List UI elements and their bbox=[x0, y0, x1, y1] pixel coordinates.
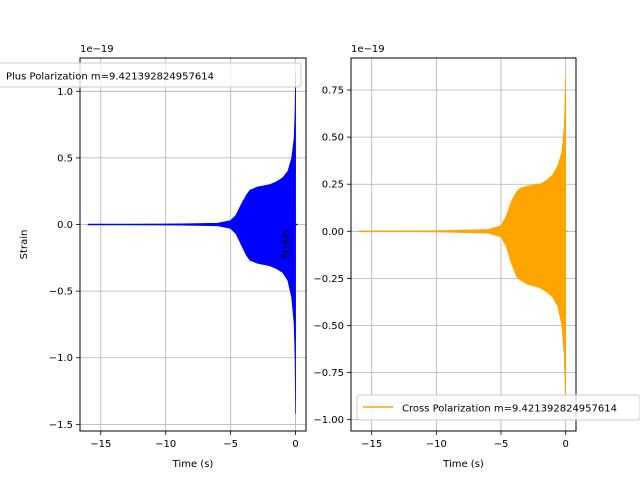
right-y-tick-label: 0.50 bbox=[322, 133, 344, 144]
left-subplot: −15 −10 −5 0 1.0 0.5 0.0 −0.5 −1.0 −1.5 Time (s)… bbox=[0, 44, 307, 470]
right-x-tick-label: −15 bbox=[361, 439, 382, 450]
left-x-ticks: −15 −10 −5 0 bbox=[90, 431, 299, 450]
left-y-tick-label: −1.0 bbox=[49, 353, 73, 364]
left-x-tick-label: −10 bbox=[155, 439, 176, 450]
right-y-tick-label: −0.50 bbox=[313, 321, 344, 332]
left-x-tick-label: 0 bbox=[292, 439, 298, 450]
left-x-tick-label: −15 bbox=[90, 439, 111, 450]
right-subplot: −15 −10 −5 0 0.75 0.50 0.25 0.00 −0.25 −0.50 −0.7… bbox=[281, 44, 640, 470]
left-y-tick-label: 0.5 bbox=[57, 153, 73, 164]
left-offset-label: 1e−19 bbox=[80, 44, 114, 55]
left-y-ticks: 1.0 0.5 0.0 −0.5 −1.0 −1.5 bbox=[49, 87, 80, 431]
left-data bbox=[87, 71, 298, 414]
left-legend: Plus Polarization m=9.421392824957614 bbox=[0, 62, 302, 88]
left-x-tick-label: −5 bbox=[223, 439, 238, 450]
left-legend-box bbox=[0, 62, 302, 88]
right-waveform-envelope bbox=[358, 74, 566, 411]
right-y-tick-label: 0.00 bbox=[322, 227, 344, 238]
right-y-tick-label: −0.25 bbox=[313, 274, 344, 285]
right-y-ticks: 0.75 0.50 0.25 0.00 −0.25 −0.50 −0.75 −1.00 bbox=[313, 86, 351, 426]
left-y-tick-label: −0.5 bbox=[49, 287, 73, 298]
right-y-tick-label: 0.25 bbox=[322, 180, 344, 191]
right-offset-label: 1e−19 bbox=[351, 44, 385, 55]
right-legend-label: Cross Polarization m=9.421392824957614 bbox=[402, 404, 617, 415]
right-axes-frame bbox=[350, 57, 577, 432]
right-legend: Cross Polarization m=9.421392824957614 bbox=[356, 394, 640, 421]
right-y-tick-label: 0.75 bbox=[322, 86, 344, 97]
right-x-tick-label: −5 bbox=[494, 439, 509, 450]
right-y-tick-label: −0.75 bbox=[313, 368, 344, 379]
left-waveform-envelope bbox=[87, 71, 296, 414]
left-y-tick-label: −1.5 bbox=[49, 420, 73, 431]
right-y-tick-label: −1.00 bbox=[313, 415, 344, 426]
left-y-axis-label: Strain bbox=[19, 230, 30, 260]
left-legend-label: Plus Polarization m=9.421392824957614 bbox=[6, 72, 214, 83]
right-data bbox=[358, 74, 568, 411]
left-x-axis-label: Time (s) bbox=[172, 459, 214, 470]
right-x-axis-label: Time (s) bbox=[442, 459, 484, 470]
right-legend-box bbox=[356, 394, 640, 421]
right-y-axis-label: Strain bbox=[281, 230, 292, 260]
left-y-tick-label: 0.0 bbox=[57, 220, 73, 231]
right-x-tick-label: −10 bbox=[426, 439, 447, 450]
left-axes-frame bbox=[79, 57, 307, 432]
left-y-tick-label: 1.0 bbox=[57, 87, 73, 98]
right-x-tick-label: 0 bbox=[562, 439, 568, 450]
right-x-ticks: −15 −10 −5 0 bbox=[361, 431, 569, 450]
